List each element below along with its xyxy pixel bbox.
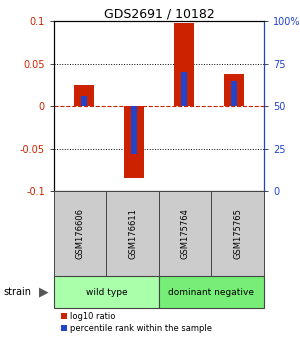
Title: GDS2691 / 10182: GDS2691 / 10182 <box>103 7 214 20</box>
Text: ▶: ▶ <box>39 286 49 298</box>
Text: wild type: wild type <box>86 287 127 297</box>
Bar <box>224 74 244 106</box>
Bar <box>212 191 264 276</box>
Bar <box>74 85 94 106</box>
Text: GSM175765: GSM175765 <box>233 208 242 259</box>
Bar <box>159 276 264 308</box>
Bar <box>159 191 211 276</box>
Bar <box>131 106 137 154</box>
Bar <box>174 23 194 106</box>
Text: GSM175764: GSM175764 <box>181 208 190 259</box>
Text: dominant negative: dominant negative <box>169 287 254 297</box>
Text: GSM176611: GSM176611 <box>128 208 137 259</box>
Bar <box>181 72 187 106</box>
Text: GSM176606: GSM176606 <box>76 208 85 259</box>
Bar <box>81 96 87 106</box>
Legend: log10 ratio, percentile rank within the sample: log10 ratio, percentile rank within the … <box>61 312 212 333</box>
Bar <box>231 81 237 106</box>
Bar <box>124 106 144 178</box>
Bar <box>106 191 159 276</box>
Bar <box>54 191 106 276</box>
Bar <box>54 276 159 308</box>
Text: strain: strain <box>3 287 31 297</box>
